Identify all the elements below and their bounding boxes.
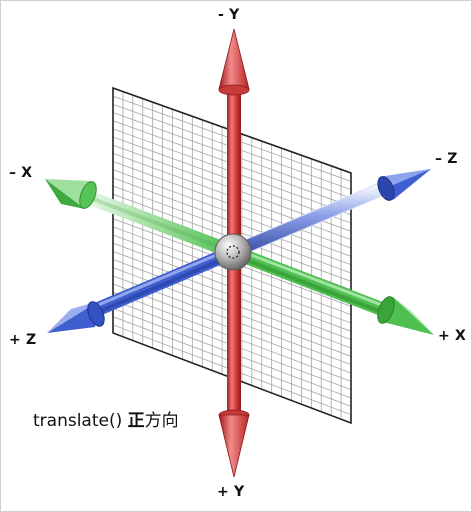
caption-rest: 方向 <box>144 411 179 431</box>
neg-y-arrowhead <box>218 28 250 96</box>
pos-x-label: + X <box>438 328 466 344</box>
origin-sphere-icon <box>214 233 252 271</box>
plane-border <box>112 86 352 425</box>
pos-z-arrowhead <box>47 301 105 333</box>
neg-y-label: - Y <box>218 7 240 23</box>
pos-z-label: + Z <box>9 332 37 348</box>
caption: translate() 正方向 <box>33 406 179 431</box>
caption-emphasis: 正 <box>127 411 145 431</box>
z-axis-front <box>47 245 236 333</box>
x-axis <box>45 179 434 335</box>
neg-z-arrowhead <box>377 169 431 201</box>
caption-method: translate() <box>33 411 123 431</box>
z-axis <box>226 169 431 259</box>
y-axis <box>218 28 250 478</box>
pos-y-arrowhead <box>218 409 250 478</box>
neg-z-label: – Z <box>435 151 458 167</box>
pos-x-arrowhead <box>377 296 434 335</box>
neg-x-label: – X <box>9 165 33 181</box>
neg-x-arrowhead <box>45 179 97 209</box>
pos-y-label: + Y <box>217 484 245 500</box>
